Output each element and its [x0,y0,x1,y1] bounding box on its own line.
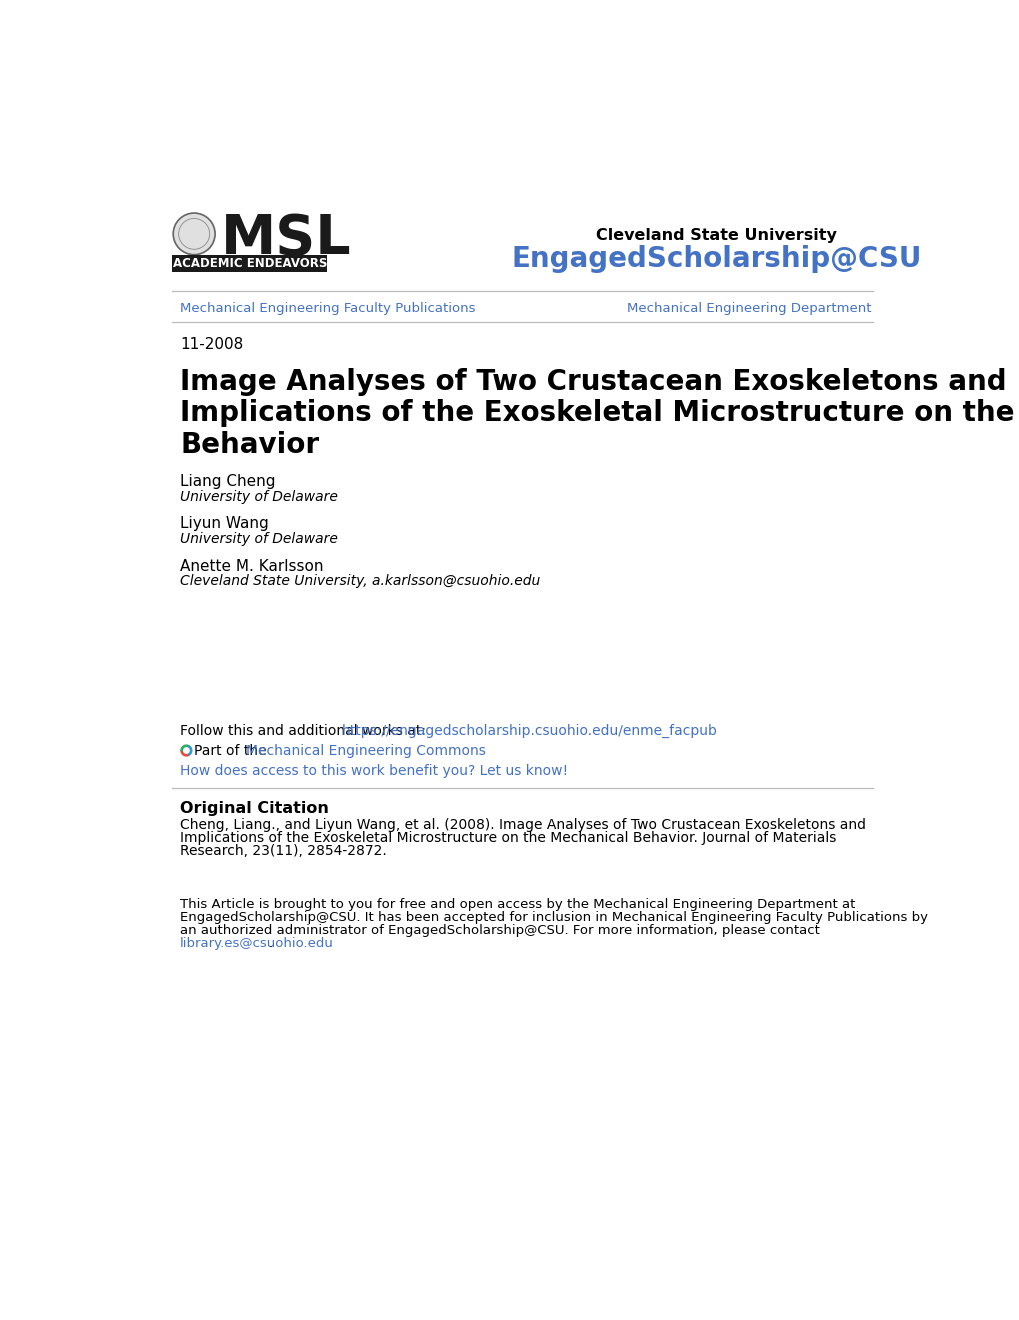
Text: Anette M. Karlsson: Anette M. Karlsson [180,558,323,574]
Text: Liang Cheng: Liang Cheng [180,474,275,490]
Text: Implications of the Exoskeletal Microstructure on the Mechanical: Implications of the Exoskeletal Microstr… [180,400,1019,428]
Text: an authorized administrator of EngagedScholarship@CSU. For more information, ple: an authorized administrator of EngagedSc… [180,924,819,937]
Text: Liyun Wang: Liyun Wang [180,516,269,532]
Text: How does access to this work benefit you? Let us know!: How does access to this work benefit you… [180,763,568,777]
Text: Mechanical Engineering Department: Mechanical Engineering Department [627,302,870,314]
Text: University of Delaware: University of Delaware [180,490,337,503]
Text: Original Citation: Original Citation [180,800,329,816]
Text: https://engagedscholarship.csuohio.edu/enme_facpub: https://engagedscholarship.csuohio.edu/e… [341,725,716,738]
Wedge shape [180,751,189,756]
Text: Cleveland State University, a.karlsson@csuohio.edu: Cleveland State University, a.karlsson@c… [180,574,540,589]
Text: Part of the: Part of the [194,744,271,759]
Text: Mechanical Engineering Commons: Mechanical Engineering Commons [247,744,486,759]
Text: Behavior: Behavior [180,430,319,459]
Text: Implications of the Exoskeletal Microstructure on the Mechanical Behavior. Journ: Implications of the Exoskeletal Microstr… [180,830,836,845]
Text: MSL: MSL [220,213,351,267]
Circle shape [173,213,215,255]
Circle shape [183,748,189,754]
Text: Cheng, Liang., and Liyun Wang, et al. (2008). Image Analyses of Two Crustacean E: Cheng, Liang., and Liyun Wang, et al. (2… [180,817,865,832]
FancyBboxPatch shape [172,255,327,272]
Text: This Article is brought to you for free and open access by the Mechanical Engine: This Article is brought to you for free … [180,898,855,911]
Text: EngagedScholarship@CSU: EngagedScholarship@CSU [511,246,921,273]
Text: Research, 23(11), 2854-2872.: Research, 23(11), 2854-2872. [180,843,386,858]
Text: .: . [269,937,273,950]
Text: Mechanical Engineering Faculty Publications: Mechanical Engineering Faculty Publicati… [180,302,475,314]
Text: University of Delaware: University of Delaware [180,532,337,546]
Text: ACADEMIC ENDEAVORS: ACADEMIC ENDEAVORS [172,257,327,271]
Text: Image Analyses of Two Crustacean Exoskeletons and: Image Analyses of Two Crustacean Exoskel… [180,368,1006,396]
Text: Follow this and additional works at:: Follow this and additional works at: [180,725,430,738]
Text: library.es@csuohio.edu: library.es@csuohio.edu [180,937,334,950]
Text: EngagedScholarship@CSU. It has been accepted for inclusion in Mechanical Enginee: EngagedScholarship@CSU. It has been acce… [180,911,927,924]
Text: Cleveland State University: Cleveland State University [595,227,837,243]
Wedge shape [186,746,192,755]
Text: 11-2008: 11-2008 [180,337,244,352]
Wedge shape [180,744,189,751]
